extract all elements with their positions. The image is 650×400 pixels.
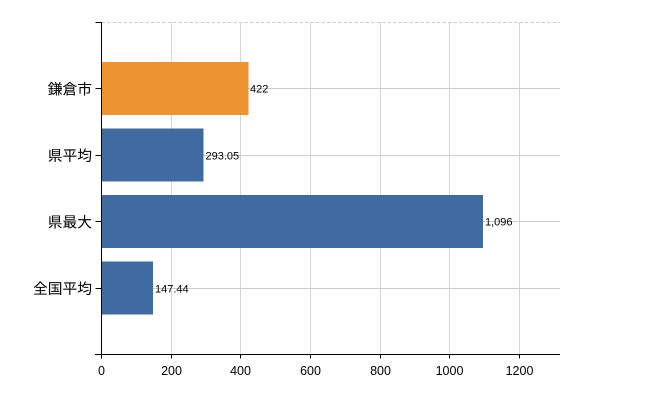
svg-text:1000: 1000 [436,364,464,378]
svg-text:293.05: 293.05 [206,151,240,163]
svg-text:400: 400 [230,364,251,378]
svg-text:1,096: 1,096 [485,217,513,229]
svg-text:422: 422 [250,84,268,96]
svg-text:1200: 1200 [506,364,534,378]
svg-text:147.44: 147.44 [155,284,189,296]
svg-text:0: 0 [98,364,105,378]
svg-text:200: 200 [161,364,182,378]
svg-text:800: 800 [370,364,391,378]
svg-text:600: 600 [300,364,321,378]
